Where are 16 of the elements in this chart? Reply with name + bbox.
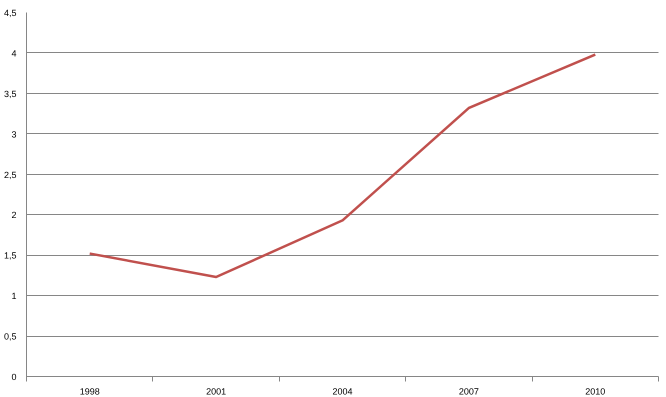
y-tick-label: 3,5 — [4, 88, 17, 99]
y-tick-label: 4,5 — [4, 8, 17, 18]
y-tick-label: 1,5 — [4, 250, 17, 261]
y-tick-label: 0 — [11, 372, 17, 382]
y-tick-label: 1 — [11, 291, 17, 302]
y-tick-label: 3 — [11, 129, 17, 140]
y-tick-label: 2 — [11, 210, 17, 220]
y-tick-label: 4 — [11, 48, 17, 58]
x-tick-label: 2004 — [332, 386, 353, 396]
x-tick-label: 2007 — [458, 386, 479, 396]
x-tick-label: 2001 — [206, 386, 226, 396]
line-series — [88, 53, 597, 278]
x-tick-label: 1998 — [80, 386, 100, 396]
y-tick-label: 0,5 — [4, 332, 17, 342]
y-tick-label: 2,5 — [4, 170, 17, 180]
x-tick-label: 2010 — [585, 386, 606, 396]
